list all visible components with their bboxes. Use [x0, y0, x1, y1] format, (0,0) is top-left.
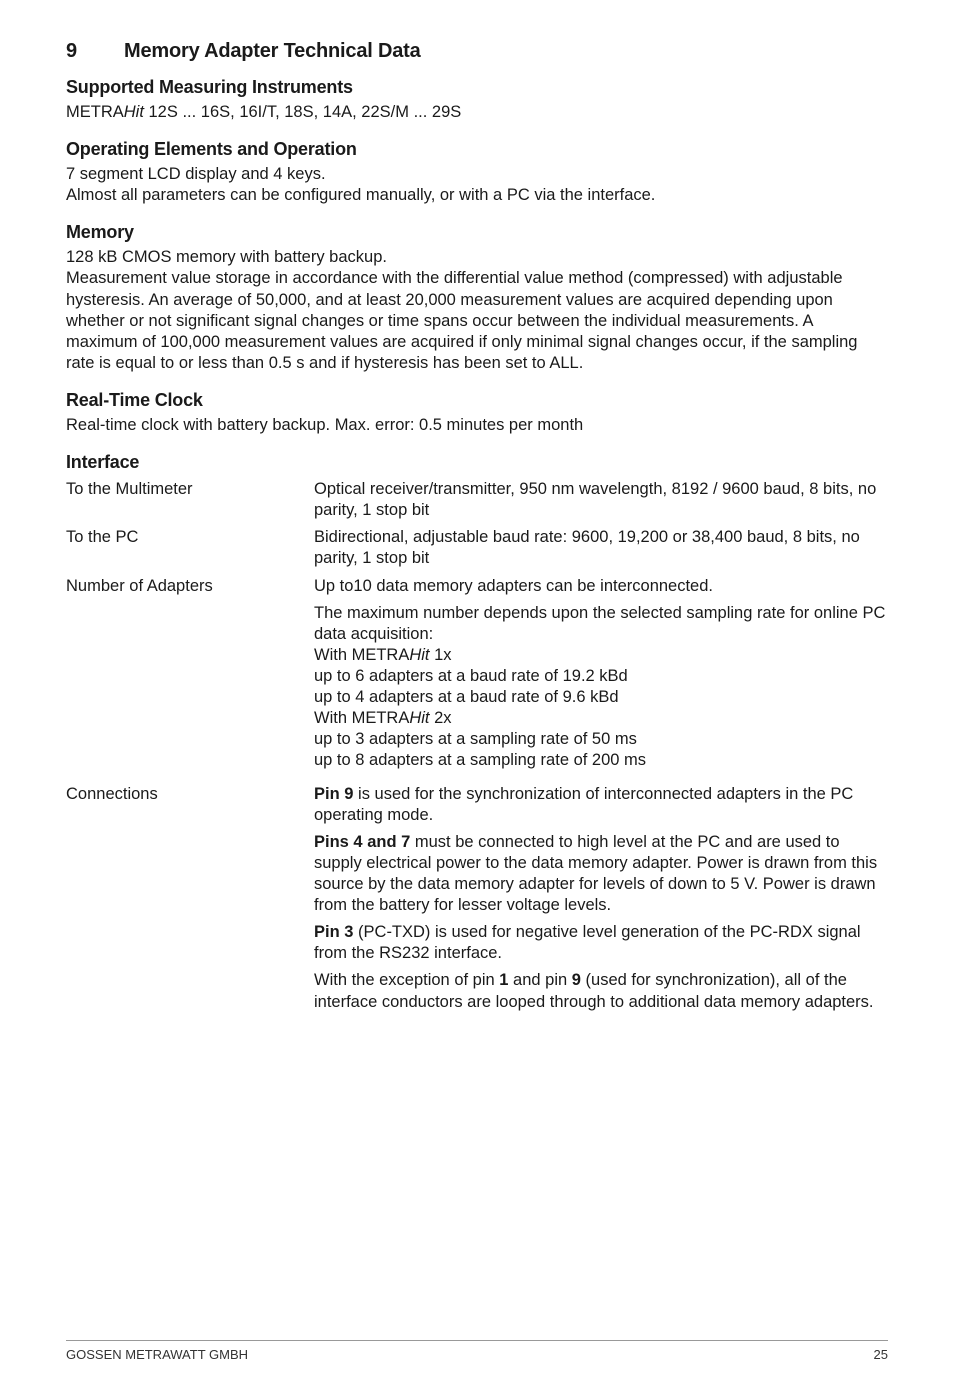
adapters-p2e-it: Hit [409, 709, 429, 727]
operating-body: 7 segment LCD display and 4 keys. Almost… [66, 164, 888, 206]
def-desc: Optical receiver/transmitter, 950 nm wav… [314, 479, 888, 521]
rtc-body: Real-time clock with battery backup. Max… [66, 415, 888, 436]
adapters-p2e-pre: With METRA [314, 709, 409, 727]
footer-page-number: 25 [874, 1347, 888, 1362]
adapters-p2c: up to 6 adapters at a baud rate of 19.2 … [314, 667, 628, 685]
supported-prefix: METRA [66, 103, 124, 121]
def-row-connections: Connections Pin 9 is used for the synchr… [66, 784, 888, 1019]
conn-p1: Pin 9 is used for the synchronization of… [314, 784, 888, 826]
memory-para: Measurement value storage in accordance … [66, 269, 857, 371]
operating-line2: Almost all parameters can be configured … [66, 186, 655, 204]
section-number: 9 [66, 40, 124, 63]
conn-p4-a: With the exception of pin [314, 971, 499, 989]
adapters-p2d: up to 4 adapters at a baud rate of 9.6 k… [314, 688, 619, 706]
supported-suffix: 12S ... 16S, 16I/T, 18S, 14A, 22S/M ... … [144, 103, 461, 121]
def-term: Number of Adapters [66, 576, 314, 778]
supported-body: METRAHit 12S ... 16S, 16I/T, 18S, 14A, 2… [66, 102, 888, 123]
conn-p4-b2: 9 [572, 971, 581, 989]
section-title-text: Memory Adapter Technical Data [124, 40, 421, 62]
def-desc: Pin 9 is used for the synchronization of… [314, 784, 888, 1019]
conn-p4: With the exception of pin 1 and pin 9 (u… [314, 970, 888, 1012]
adapters-p2e-post: 2x [430, 709, 452, 727]
adapters-p2a: The maximum number depends upon the sele… [314, 604, 885, 643]
memory-line1: 128 kB CMOS memory with battery backup. [66, 248, 387, 266]
adapters-p2: The maximum number depends upon the sele… [314, 603, 888, 772]
interface-definitions: To the Multimeter Optical receiver/trans… [66, 479, 888, 1019]
section-heading: 9Memory Adapter Technical Data [66, 40, 888, 63]
def-row-multimeter: To the Multimeter Optical receiver/trans… [66, 479, 888, 521]
conn-p2-b: Pins 4 and 7 [314, 833, 410, 851]
adapters-p2b-pre: With METRA [314, 646, 409, 664]
footer-left: GOSSEN METRAWATT GMBH [66, 1347, 248, 1362]
conn-p3-r: (PC-TXD) is used for negative level gene… [314, 923, 861, 962]
adapters-p1: Up to10 data memory adapters can be inte… [314, 576, 888, 597]
adapters-p2g: up to 8 adapters at a sampling rate of 2… [314, 751, 646, 769]
supported-italic: Hit [124, 103, 144, 121]
def-term: To the Multimeter [66, 479, 314, 521]
conn-p4-c: and pin [508, 971, 571, 989]
adapters-p2f: up to 3 adapters at a sampling rate of 5… [314, 730, 637, 748]
def-row-pc: To the PC Bidirectional, adjustable baud… [66, 527, 888, 569]
conn-p2: Pins 4 and 7 must be connected to high l… [314, 832, 888, 916]
def-desc: Bidirectional, adjustable baud rate: 960… [314, 527, 888, 569]
supported-heading: Supported Measuring Instruments [66, 77, 888, 98]
conn-p3: Pin 3 (PC-TXD) is used for negative leve… [314, 922, 888, 964]
conn-p1-r: is used for the synchronization of inter… [314, 785, 853, 824]
def-term: To the PC [66, 527, 314, 569]
operating-line1: 7 segment LCD display and 4 keys. [66, 165, 326, 183]
conn-p3-b: Pin 3 [314, 923, 353, 941]
rtc-heading: Real-Time Clock [66, 390, 888, 411]
conn-p1-b: Pin 9 [314, 785, 353, 803]
operating-heading: Operating Elements and Operation [66, 139, 888, 160]
def-row-adapters: Number of Adapters Up to10 data memory a… [66, 576, 888, 778]
def-desc: Up to10 data memory adapters can be inte… [314, 576, 888, 778]
memory-heading: Memory [66, 222, 888, 243]
def-term: Connections [66, 784, 314, 1019]
adapters-p2b-post: 1x [430, 646, 452, 664]
memory-body: 128 kB CMOS memory with battery backup. … [66, 247, 888, 374]
interface-heading: Interface [66, 452, 888, 473]
page-footer: GOSSEN METRAWATT GMBH 25 [66, 1340, 888, 1362]
adapters-p2b-it: Hit [409, 646, 429, 664]
